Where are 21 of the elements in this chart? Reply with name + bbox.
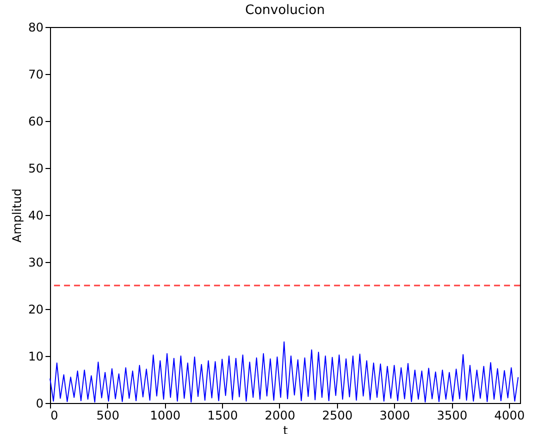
y-tick-label: 20 <box>28 302 44 316</box>
x-tick-label: 4000 <box>494 408 525 422</box>
line-series <box>50 341 519 403</box>
x-tick-label: 2000 <box>264 408 296 422</box>
x-tick-label: 1500 <box>207 408 238 422</box>
x-tick-label: 0 <box>50 408 58 422</box>
y-tick-label: 80 <box>28 20 44 34</box>
x-tick-label: 2500 <box>322 408 353 422</box>
x-tick-label: 1000 <box>150 408 181 422</box>
y-tick-label: 40 <box>28 208 44 222</box>
y-tick-label: 10 <box>28 350 44 364</box>
x-tick-label: 500 <box>96 408 120 422</box>
y-tick-label: 70 <box>28 68 44 82</box>
y-tick-label: 50 <box>28 162 44 176</box>
chart-title: Convolucion <box>245 3 325 18</box>
y-tick-label: 0 <box>36 396 44 410</box>
y-axis-title: Amplitud <box>10 188 24 243</box>
x-tick-label: 3000 <box>379 408 410 422</box>
x-tick-label: 3500 <box>436 408 468 422</box>
y-tick-label: 30 <box>28 256 44 270</box>
y-tick-label: 60 <box>28 114 44 128</box>
